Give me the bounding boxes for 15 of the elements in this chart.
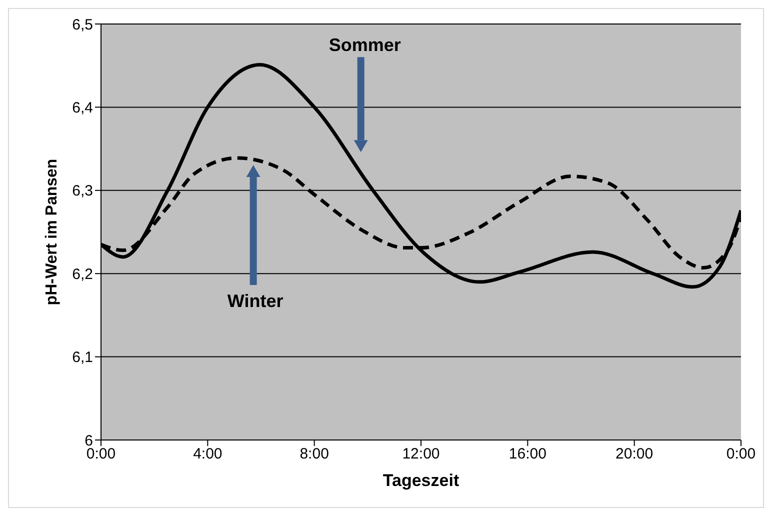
x-tick-label: 8:00: [300, 446, 329, 463]
x-tick-label: 0:00: [726, 446, 756, 463]
x-tick-label: 20:00: [616, 446, 654, 463]
x-tick-label: 16:00: [508, 446, 546, 463]
y-tick-label: 6,4: [72, 100, 93, 117]
annotation: Winter: [227, 291, 284, 312]
y-tick-label: 6,2: [72, 266, 93, 283]
x-tick-label: 12:00: [402, 446, 440, 463]
annotation: Sommer: [328, 35, 401, 56]
y-axis-title: pH-Wert im Pansen: [44, 158, 61, 306]
y-tick-label: 6,1: [72, 349, 93, 366]
y-tick-label: 6,3: [72, 182, 93, 200]
y-tick-label: 6,5: [72, 16, 93, 34]
x-axis-title: Tageszeit: [382, 471, 460, 490]
x-tick-label: 4:00: [193, 446, 222, 463]
